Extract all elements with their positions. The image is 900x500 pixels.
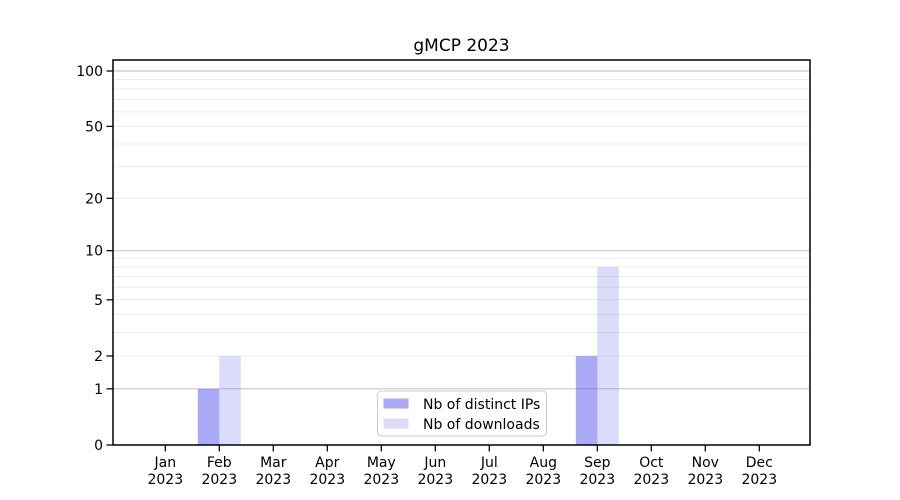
- x-tick-label-year-feb: 2023: [201, 472, 237, 488]
- x-tick-label-month-jun: Jun: [423, 455, 446, 471]
- x-tick-label-year-jul: 2023: [471, 472, 507, 488]
- x-tick-label-month-apr: Apr: [315, 455, 339, 471]
- x-tick-label-month-may: May: [367, 455, 396, 471]
- bar-nb-of-distinct-ips-feb-2023: [197, 388, 220, 445]
- y-tick-label-0: 0: [94, 438, 103, 454]
- bar-nb-of-downloads-feb-2023: [219, 355, 241, 445]
- x-tick-label-year-aug: 2023: [525, 472, 561, 488]
- y-tick-label-10: 10: [85, 244, 103, 260]
- y-tick-label-5: 5: [94, 293, 103, 309]
- y-tick-label-100: 100: [76, 64, 103, 80]
- y-tick-label-2: 2: [94, 349, 103, 365]
- legend-label-nb-of-downloads: Nb of downloads: [423, 417, 540, 433]
- x-tick-label-month-nov: Nov: [692, 455, 719, 471]
- y-tick-label-20: 20: [85, 191, 103, 207]
- x-tick-label-month-dec: Dec: [746, 455, 773, 471]
- y-tick-label-50: 50: [85, 119, 103, 135]
- x-tick-label-year-sep: 2023: [579, 472, 615, 488]
- x-tick-label-month-jan: Jan: [154, 455, 177, 471]
- chart-title: gMCP 2023: [413, 36, 510, 56]
- x-tick-label-year-mar: 2023: [255, 472, 291, 488]
- legend-swatch-nb-of-downloads: [383, 418, 409, 429]
- x-tick-label-month-feb: Feb: [207, 455, 232, 471]
- y-tick-label-1: 1: [94, 382, 103, 398]
- plot-border: [112, 59, 811, 446]
- x-tick-label-month-aug: Aug: [530, 455, 557, 471]
- x-tick-label-year-may: 2023: [363, 472, 399, 488]
- bar-nb-of-distinct-ips-sep-2023: [575, 355, 598, 445]
- x-tick-label-year-jan: 2023: [147, 472, 183, 488]
- x-tick-label-year-oct: 2023: [633, 472, 669, 488]
- legend-label-nb-of-distinct-ips: Nb of distinct IPs: [423, 397, 540, 413]
- x-tick-label-year-apr: 2023: [309, 472, 345, 488]
- legend-box: [377, 390, 547, 437]
- x-tick-label-month-oct: Oct: [639, 455, 664, 471]
- x-tick-label-year-nov: 2023: [687, 472, 723, 488]
- x-tick-label-year-dec: 2023: [741, 472, 777, 488]
- x-tick-label-month-sep: Sep: [584, 455, 611, 471]
- x-tick-label-month-mar: Mar: [260, 455, 287, 471]
- x-tick-label-month-jul: Jul: [480, 455, 498, 471]
- legend-swatch-nb-of-distinct-ips: [383, 398, 409, 409]
- x-tick-label-year-jun: 2023: [417, 472, 453, 488]
- bar-nb-of-downloads-sep-2023: [597, 266, 619, 445]
